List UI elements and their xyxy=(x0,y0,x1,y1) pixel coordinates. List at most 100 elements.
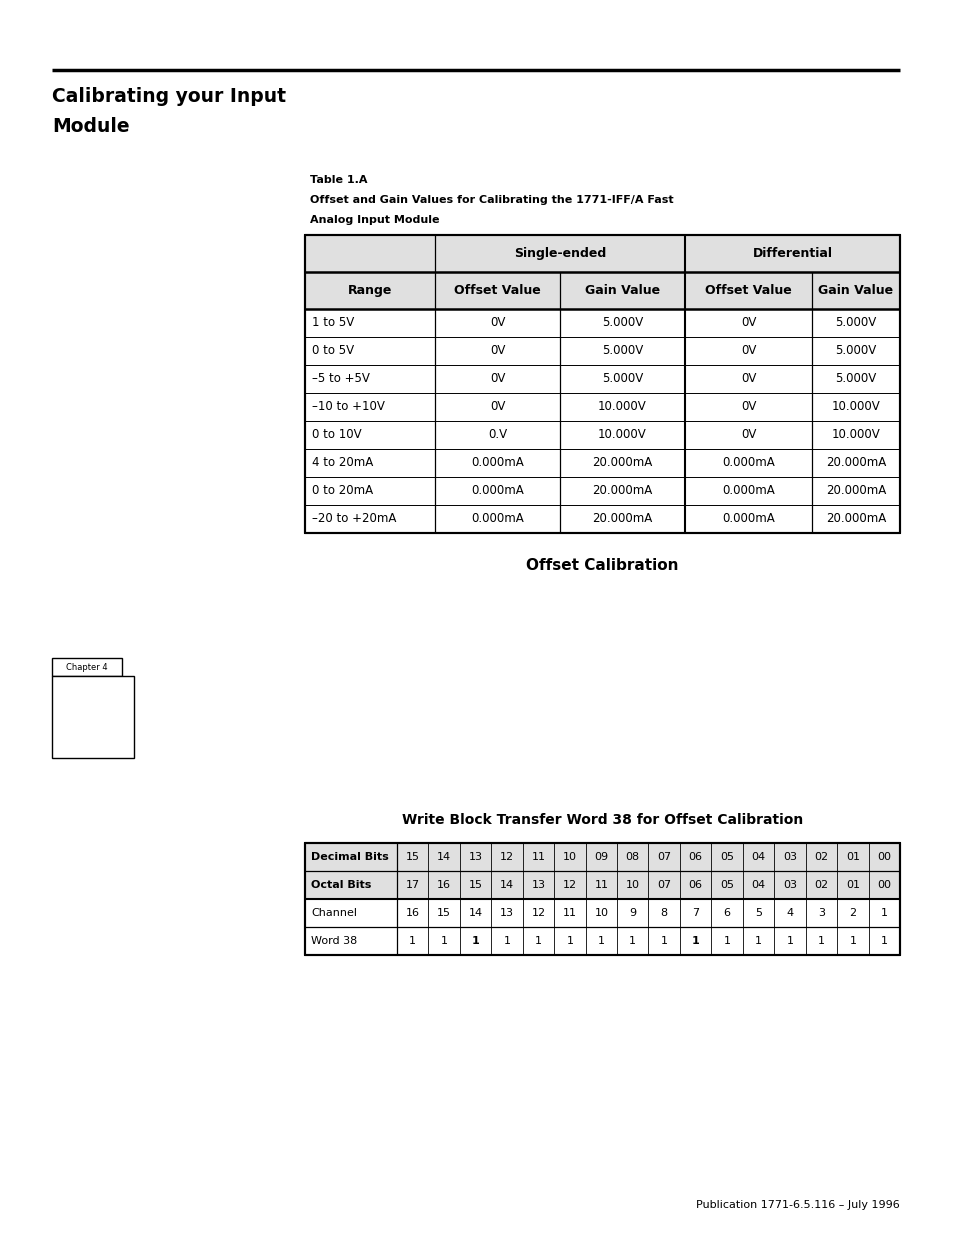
Text: 5.000V: 5.000V xyxy=(835,316,876,330)
Text: 0V: 0V xyxy=(489,316,505,330)
Text: Table 1.A: Table 1.A xyxy=(310,175,367,185)
Text: 14: 14 xyxy=(436,852,451,862)
Text: 10: 10 xyxy=(625,881,639,890)
Text: 01: 01 xyxy=(845,852,859,862)
Text: Module: Module xyxy=(52,117,130,136)
Text: 1: 1 xyxy=(880,936,887,946)
Text: 17: 17 xyxy=(405,881,419,890)
Text: 0V: 0V xyxy=(489,373,505,385)
Text: 0V: 0V xyxy=(489,345,505,357)
Bar xyxy=(305,844,899,871)
Text: 0V: 0V xyxy=(489,400,505,414)
Bar xyxy=(52,676,133,758)
Text: Decimal Bits: Decimal Bits xyxy=(311,852,388,862)
Text: 0.000mA: 0.000mA xyxy=(721,484,774,498)
Text: 14: 14 xyxy=(468,908,482,918)
Text: 13: 13 xyxy=(468,852,482,862)
Text: 03: 03 xyxy=(782,881,796,890)
Text: Publication 1771-6.5.116 – July 1996: Publication 1771-6.5.116 – July 1996 xyxy=(696,1200,899,1210)
Bar xyxy=(305,871,899,899)
Text: 12: 12 xyxy=(499,852,514,862)
Text: Range: Range xyxy=(348,284,392,296)
Text: 1: 1 xyxy=(409,936,416,946)
Text: 1: 1 xyxy=(440,936,447,946)
Text: 02: 02 xyxy=(814,852,827,862)
Text: 1: 1 xyxy=(691,936,699,946)
Text: 5.000V: 5.000V xyxy=(835,345,876,357)
Text: 1: 1 xyxy=(471,936,479,946)
Text: 07: 07 xyxy=(657,852,671,862)
Text: 1: 1 xyxy=(754,936,761,946)
Text: 0V: 0V xyxy=(740,400,756,414)
Text: 1: 1 xyxy=(722,936,730,946)
Bar xyxy=(305,235,899,272)
Text: Offset Value: Offset Value xyxy=(704,284,791,296)
Text: 0V: 0V xyxy=(740,373,756,385)
Text: Word 38: Word 38 xyxy=(311,936,356,946)
Text: 4 to 20mA: 4 to 20mA xyxy=(312,457,373,469)
Text: 10.000V: 10.000V xyxy=(831,429,880,441)
Text: 0V: 0V xyxy=(740,345,756,357)
Text: 08: 08 xyxy=(625,852,639,862)
Text: 15: 15 xyxy=(405,852,419,862)
Text: Offset Value: Offset Value xyxy=(454,284,540,296)
Text: 13: 13 xyxy=(499,908,514,918)
Text: 0.000mA: 0.000mA xyxy=(471,513,523,526)
Text: 15: 15 xyxy=(436,908,451,918)
Text: 1: 1 xyxy=(535,936,541,946)
Text: 0.000mA: 0.000mA xyxy=(471,484,523,498)
Text: 5.000V: 5.000V xyxy=(601,316,642,330)
Bar xyxy=(305,272,899,309)
Text: 04: 04 xyxy=(751,852,765,862)
Text: Write Block Transfer Word 38 for Offset Calibration: Write Block Transfer Word 38 for Offset … xyxy=(401,813,802,827)
Text: 0.000mA: 0.000mA xyxy=(721,457,774,469)
Text: 00: 00 xyxy=(877,881,890,890)
Text: 1: 1 xyxy=(503,936,510,946)
Text: 09: 09 xyxy=(594,852,608,862)
Text: 0.000mA: 0.000mA xyxy=(471,457,523,469)
Text: 20.000mA: 20.000mA xyxy=(825,457,885,469)
Text: 1: 1 xyxy=(848,936,856,946)
Text: 0.V: 0.V xyxy=(487,429,507,441)
Text: 9: 9 xyxy=(629,908,636,918)
Text: 0.000mA: 0.000mA xyxy=(721,513,774,526)
Text: 12: 12 xyxy=(531,908,545,918)
Text: Calibrating your Input: Calibrating your Input xyxy=(52,86,286,106)
Bar xyxy=(52,658,122,676)
Text: 6: 6 xyxy=(722,908,730,918)
Text: 1: 1 xyxy=(817,936,824,946)
Text: 06: 06 xyxy=(688,852,702,862)
Text: Gain Value: Gain Value xyxy=(584,284,659,296)
Text: 20.000mA: 20.000mA xyxy=(592,484,652,498)
Text: 14: 14 xyxy=(499,881,514,890)
Text: Offset Calibration: Offset Calibration xyxy=(526,558,678,573)
Bar xyxy=(305,844,899,955)
Text: –20 to +20mA: –20 to +20mA xyxy=(312,513,395,526)
Text: 5.000V: 5.000V xyxy=(601,345,642,357)
Text: Analog Input Module: Analog Input Module xyxy=(310,215,439,225)
Text: 06: 06 xyxy=(688,881,702,890)
Text: Channel: Channel xyxy=(311,908,356,918)
Text: 1 to 5V: 1 to 5V xyxy=(312,316,354,330)
Text: Differential: Differential xyxy=(752,247,832,261)
Text: 3: 3 xyxy=(817,908,824,918)
Text: 10: 10 xyxy=(562,852,577,862)
Text: Offset and Gain Values for Calibrating the 1771-IFF/A Fast: Offset and Gain Values for Calibrating t… xyxy=(310,195,673,205)
Bar xyxy=(305,235,899,534)
Text: 1: 1 xyxy=(660,936,667,946)
Text: 1: 1 xyxy=(785,936,793,946)
Text: 5: 5 xyxy=(754,908,761,918)
Text: 20.000mA: 20.000mA xyxy=(592,457,652,469)
Text: 11: 11 xyxy=(562,908,577,918)
Text: 5.000V: 5.000V xyxy=(835,373,876,385)
Text: 0 to 20mA: 0 to 20mA xyxy=(312,484,373,498)
Text: Gain Value: Gain Value xyxy=(818,284,893,296)
Text: 13: 13 xyxy=(531,881,545,890)
Text: 07: 07 xyxy=(657,881,671,890)
Text: 1: 1 xyxy=(880,908,887,918)
Text: 16: 16 xyxy=(405,908,419,918)
Text: 2: 2 xyxy=(848,908,856,918)
Text: Single-ended: Single-ended xyxy=(514,247,605,261)
Text: –5 to +5V: –5 to +5V xyxy=(312,373,370,385)
Text: 01: 01 xyxy=(845,881,859,890)
